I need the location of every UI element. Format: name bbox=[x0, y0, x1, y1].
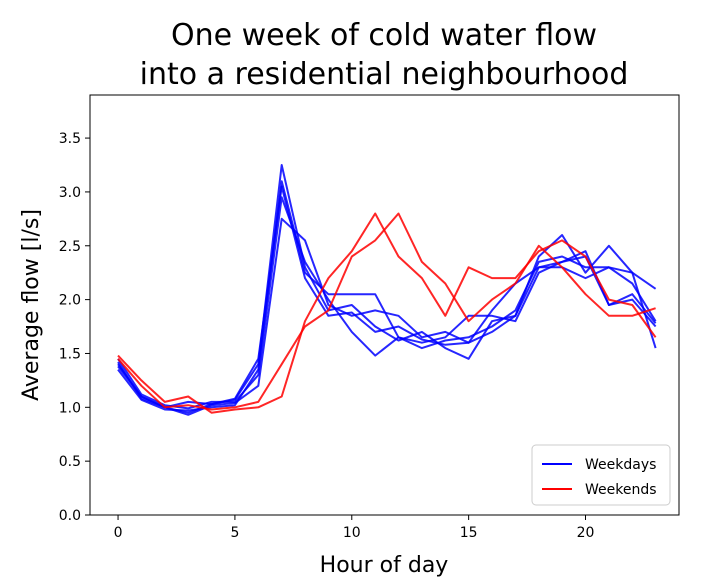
y-tick-label: 1.5 bbox=[59, 346, 81, 362]
y-tick-label: 3.0 bbox=[59, 185, 81, 201]
y-tick-label: 0.5 bbox=[59, 454, 81, 470]
x-tick-label: 5 bbox=[230, 525, 239, 541]
legend-label-weekdays: Weekdays bbox=[585, 457, 656, 473]
x-axis-label: Hour of day bbox=[320, 553, 449, 578]
legend: Weekdays Weekends bbox=[531, 444, 671, 506]
chart-title-line-1: One week of cold water flow bbox=[171, 18, 597, 53]
y-tick-label: 2.0 bbox=[59, 293, 81, 309]
y-tick-label: 1.0 bbox=[59, 400, 81, 416]
ticks-layer: 0 5 10 15 20 0.0 0.5 1.0 1.5 2.0 2.5 3.0 3.5 bbox=[59, 131, 595, 541]
series-line-weekend bbox=[117, 212, 656, 411]
y-axis-label: Average flow [l/s] bbox=[19, 209, 44, 401]
x-tick-label: 10 bbox=[343, 525, 361, 541]
series-line-weekday bbox=[117, 185, 657, 409]
series-line-weekday bbox=[117, 217, 657, 416]
x-tick-label: 20 bbox=[577, 525, 595, 541]
plot-area-frame bbox=[89, 94, 680, 516]
series-line-weekend bbox=[117, 212, 657, 414]
series-line-weekday bbox=[117, 164, 657, 414]
chart-title-line-2: into a residential neighbourhood bbox=[140, 57, 629, 92]
series-layer bbox=[117, 164, 657, 416]
y-tick-label: 0.0 bbox=[59, 508, 81, 524]
x-tick-label: 15 bbox=[460, 525, 478, 541]
legend-label-weekends: Weekends bbox=[585, 482, 657, 498]
y-tick-label: 3.5 bbox=[59, 131, 81, 147]
y-tick-label: 2.5 bbox=[59, 239, 81, 255]
x-tick-label: 0 bbox=[114, 525, 123, 541]
